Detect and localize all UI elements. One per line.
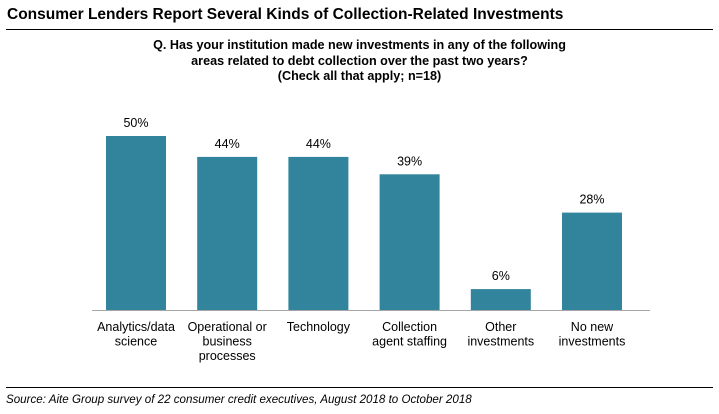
- category-label: Other investments: [467, 320, 534, 349]
- category-label: Operational or business processes: [188, 320, 267, 363]
- data-label: 44%: [306, 137, 331, 151]
- category-label: Collection agent staffing: [372, 320, 447, 349]
- bar: [562, 212, 622, 310]
- data-label: 44%: [215, 137, 240, 151]
- bar: [288, 156, 349, 310]
- question-line-2: areas related to debt collection over th…: [191, 53, 528, 68]
- category-label: Analytics/data science: [97, 320, 175, 349]
- chart-title: Consumer Lenders Report Several Kinds of…: [7, 6, 564, 23]
- survey-question: Q. Has your institution made new investm…: [0, 38, 719, 85]
- bar: [197, 156, 258, 310]
- category-label: Technology: [287, 320, 351, 334]
- category-label: No new investments: [559, 320, 626, 349]
- title-divider: [6, 29, 713, 30]
- bar: [379, 174, 440, 310]
- data-label: 50%: [123, 116, 148, 130]
- source-divider: [6, 387, 713, 388]
- question-line-3: (Check all that apply; n=18): [277, 69, 442, 83]
- question-line-1: Q. Has your institution made new investm…: [153, 38, 566, 52]
- data-label: 39%: [397, 154, 422, 168]
- data-label: 28%: [579, 193, 604, 207]
- bar: [106, 136, 166, 310]
- source-note: Source: Aite Group survey of 22 consumer…: [6, 393, 472, 406]
- data-label: 6%: [492, 269, 510, 283]
- bar: [470, 289, 531, 310]
